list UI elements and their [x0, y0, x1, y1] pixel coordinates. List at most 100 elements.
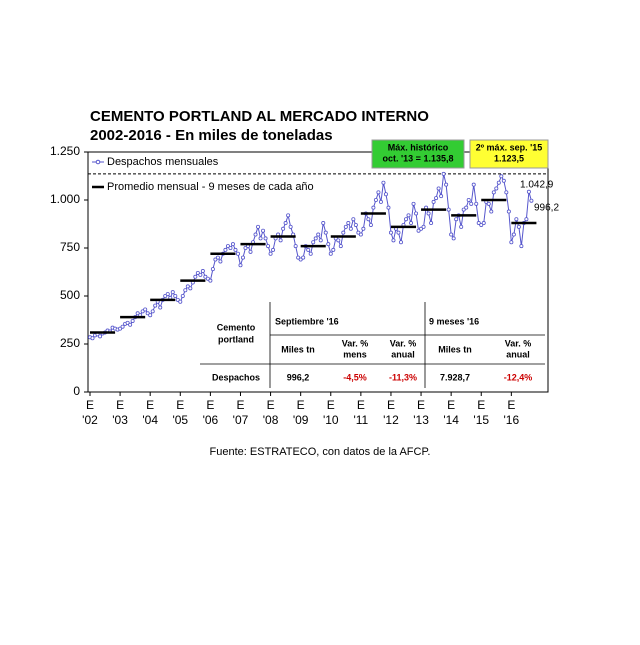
point: [203, 274, 208, 279]
x-tick-label: '16: [504, 413, 520, 427]
point: [120, 324, 125, 329]
point: [258, 236, 263, 241]
point: [358, 232, 363, 237]
x-tick-month: E: [327, 398, 335, 412]
point: [371, 205, 376, 210]
point: [353, 222, 358, 227]
point: [278, 238, 283, 243]
table-corner: Cemento: [217, 322, 256, 332]
point: [128, 322, 133, 327]
point: [489, 209, 494, 214]
point: [313, 236, 318, 241]
x-tick-label: '08: [263, 413, 279, 427]
x-tick-month: E: [206, 398, 214, 412]
point: [368, 222, 373, 227]
point: [296, 255, 301, 260]
point: [150, 309, 155, 314]
x-tick-month: E: [267, 398, 275, 412]
point: [406, 213, 411, 218]
x-tick-month: E: [477, 398, 485, 412]
x-tick-label: '06: [203, 413, 219, 427]
table-cell: -11,3%: [389, 372, 417, 382]
point: [210, 267, 215, 272]
point: [180, 293, 185, 298]
point: [193, 274, 198, 279]
point: [501, 178, 506, 183]
point: [451, 236, 456, 241]
point: [195, 270, 200, 275]
point: [511, 232, 516, 237]
point: [348, 226, 353, 231]
point: [178, 299, 183, 304]
point: [286, 213, 291, 218]
x-tick-label: '03: [112, 413, 128, 427]
annotation-text: oct. '13 = 1.135,8: [383, 153, 454, 163]
point: [283, 221, 288, 226]
point: [183, 288, 188, 293]
series-line: [89, 173, 532, 339]
point: [301, 255, 306, 260]
point: [243, 245, 248, 250]
point: [414, 211, 419, 216]
table-row-label: Despachos: [212, 372, 260, 382]
point: [318, 238, 323, 243]
point: [524, 217, 529, 222]
table-header: Miles tn: [281, 344, 315, 354]
point: [215, 255, 220, 260]
point: [323, 230, 328, 235]
point: [506, 209, 511, 214]
x-tick-month: E: [447, 398, 455, 412]
point: [261, 228, 266, 233]
table-header: anual: [506, 349, 530, 359]
point: [516, 224, 521, 229]
x-tick-label: '10: [323, 413, 339, 427]
legend-label: Despachos mensuales: [107, 156, 219, 168]
point: [235, 251, 240, 256]
point: [316, 232, 321, 237]
annotation-box: [371, 139, 465, 169]
chart-subtitle: 2002-2016 - En miles de toneladas: [90, 127, 333, 144]
point: [173, 293, 178, 298]
point: [519, 244, 524, 249]
x-tick-month: E: [176, 398, 184, 412]
point: [143, 307, 148, 312]
x-tick-month: E: [116, 398, 124, 412]
x-tick-label: '12: [383, 413, 399, 427]
point: [263, 236, 268, 241]
x-tick-month: E: [146, 398, 154, 412]
point: [230, 242, 235, 247]
point: [398, 240, 403, 245]
point: [396, 230, 401, 235]
point: [504, 190, 509, 195]
annotation-text: 1.123,5: [494, 153, 524, 163]
point: [499, 174, 504, 179]
point: [268, 251, 273, 256]
table-cell: -4,5%: [343, 372, 367, 382]
point: [434, 196, 439, 201]
point-label: 1.042,9: [520, 180, 554, 191]
point: [491, 190, 496, 195]
point: [388, 230, 393, 235]
x-tick-month: E: [387, 398, 395, 412]
point: [494, 186, 499, 191]
point: [338, 244, 343, 249]
point: [411, 201, 416, 206]
table-header: Var. %: [342, 338, 369, 348]
x-tick-label: '15: [473, 413, 489, 427]
point: [509, 240, 514, 245]
legend-label: Promedio mensual - 9 meses de cada año: [107, 181, 314, 193]
point: [205, 276, 210, 281]
point-label: 996,2: [534, 203, 559, 214]
point: [474, 201, 479, 206]
x-tick-month: E: [507, 398, 515, 412]
point: [476, 221, 481, 226]
point: [439, 194, 444, 199]
table-group: Septiembre '16: [275, 316, 339, 326]
point: [373, 197, 378, 202]
y-tick-label: 1.250: [50, 144, 80, 158]
point: [429, 221, 434, 226]
x-tick-label: '11: [353, 413, 368, 427]
point: [188, 286, 193, 291]
y-tick-label: 250: [60, 336, 80, 350]
annotation-text: Máx. histórico: [388, 142, 449, 152]
